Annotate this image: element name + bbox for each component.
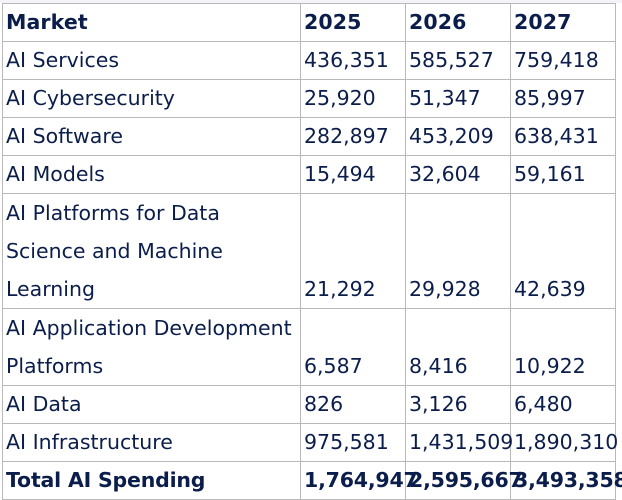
table-row: AI Infrastructure 975,581 1,431,509 1,89… bbox=[2, 423, 618, 462]
value-2026-cell: 8,416 bbox=[405, 308, 511, 386]
total-2025-cell: 1,764,947 bbox=[300, 461, 418, 500]
ai-spending-table: Market 2025 2026 2027 AI Services 436,35… bbox=[2, 3, 622, 500]
market-cell: AI Software bbox=[2, 117, 301, 156]
total-row: Total AI Spending 1,764,947 2,595,667 3,… bbox=[2, 461, 622, 500]
value-2027-cell: 759,418 bbox=[510, 41, 616, 80]
table-row: AI Software 282,897 453,209 638,431 bbox=[2, 117, 616, 156]
value-2027-cell: 59,161 bbox=[510, 155, 616, 194]
table-row: AI Application Development Platforms 6,5… bbox=[2, 308, 616, 386]
header-2026: 2026 bbox=[405, 3, 511, 42]
market-cell: AI Cybersecurity bbox=[2, 79, 301, 118]
market-cell: AI Application Development Platforms bbox=[2, 308, 301, 386]
value-2027-cell: 1,890,310 bbox=[510, 423, 618, 462]
value-2025-cell: 6,587 bbox=[300, 308, 406, 386]
value-2026-cell: 1,431,509 bbox=[405, 423, 513, 462]
value-2026-cell: 3,126 bbox=[405, 385, 511, 424]
value-2027-cell: 85,997 bbox=[510, 79, 616, 118]
value-2026-cell: 32,604 bbox=[405, 155, 511, 194]
table-row: AI Cybersecurity 25,920 51,347 85,997 bbox=[2, 79, 616, 118]
value-2025-cell: 975,581 bbox=[300, 423, 406, 462]
header-2025: 2025 bbox=[300, 3, 406, 42]
table-row: AI Platforms for Data Science and Machin… bbox=[2, 193, 616, 309]
value-2027-cell: 6,480 bbox=[510, 385, 616, 424]
header-2027: 2027 bbox=[510, 3, 616, 42]
value-2025-cell: 15,494 bbox=[300, 155, 406, 194]
value-2026-cell: 51,347 bbox=[405, 79, 511, 118]
market-cell: AI Services bbox=[2, 41, 301, 80]
value-2027-cell: 10,922 bbox=[510, 308, 616, 386]
value-2025-cell: 826 bbox=[300, 385, 406, 424]
value-2026-cell: 29,928 bbox=[405, 193, 511, 309]
value-2025-cell: 436,351 bbox=[300, 41, 406, 80]
header-market: Market bbox=[2, 3, 301, 42]
market-cell: AI Platforms for Data Science and Machin… bbox=[2, 193, 301, 309]
value-2027-cell: 42,639 bbox=[510, 193, 616, 309]
value-2026-cell: 585,527 bbox=[405, 41, 511, 80]
value-2025-cell: 21,292 bbox=[300, 193, 406, 309]
value-2027-cell: 638,431 bbox=[510, 117, 616, 156]
market-cell: AI Models bbox=[2, 155, 301, 194]
value-2026-cell: 453,209 bbox=[405, 117, 511, 156]
value-2025-cell: 25,920 bbox=[300, 79, 406, 118]
table-row: AI Data 826 3,126 6,480 bbox=[2, 385, 616, 424]
market-cell: AI Infrastructure bbox=[2, 423, 301, 462]
table-row: AI Services 436,351 585,527 759,418 bbox=[2, 41, 616, 80]
total-2027-cell: 3,493,358 bbox=[510, 461, 622, 500]
value-2025-cell: 282,897 bbox=[300, 117, 406, 156]
table-row: AI Models 15,494 32,604 59,161 bbox=[2, 155, 616, 194]
table-header-row: Market 2025 2026 2027 bbox=[2, 3, 616, 42]
total-2026-cell: 2,595,667 bbox=[405, 461, 523, 500]
market-cell: AI Data bbox=[2, 385, 301, 424]
total-label-cell: Total AI Spending bbox=[2, 461, 301, 500]
top-edge bbox=[0, 0, 622, 3]
